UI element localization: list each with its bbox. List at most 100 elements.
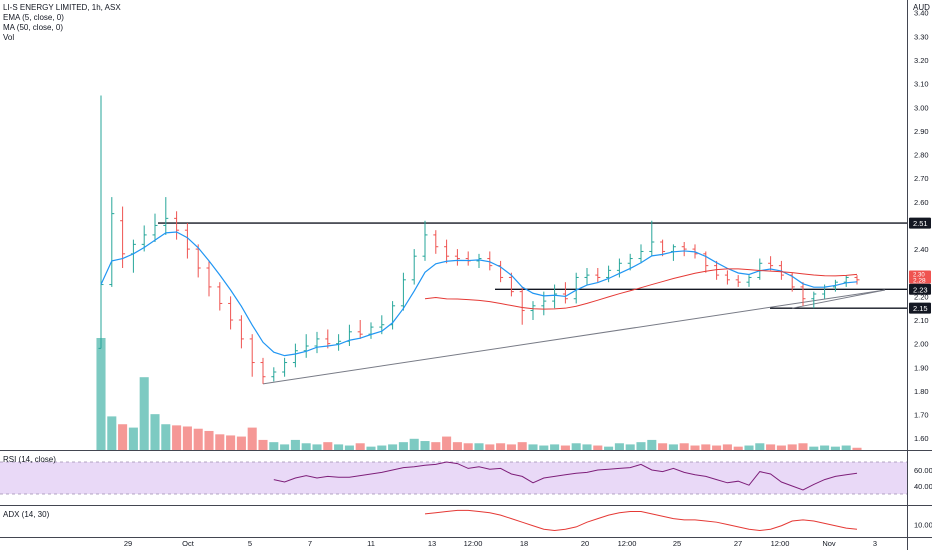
- price-axis-tick: 2.00: [914, 340, 929, 349]
- price-axis-tick: 2.10: [914, 316, 929, 325]
- ohlc-bar: [465, 251, 471, 266]
- ohlc-bar: [357, 320, 363, 339]
- time-axis-tick: 12:00: [618, 539, 637, 548]
- volume-bar: [118, 424, 128, 450]
- level-price-tag: [909, 302, 931, 314]
- volume-bar: [485, 444, 495, 450]
- ma-line: [424, 268, 858, 310]
- trend-line: [262, 289, 886, 385]
- ohlc-bar: [454, 249, 460, 266]
- volume-bar: [366, 446, 376, 450]
- time-axis-tick: 11: [367, 539, 375, 548]
- volume-bar: [776, 445, 786, 450]
- ohlc-bar: [433, 230, 439, 254]
- ohlc-bar: [746, 275, 752, 287]
- price-axis-tick: 2.40: [914, 245, 929, 254]
- ohlc-bar: [649, 220, 655, 257]
- volume-bar: [269, 442, 279, 450]
- volume-bar: [496, 443, 506, 450]
- ohlc-bar: [573, 272, 579, 304]
- volume-bar: [431, 442, 441, 450]
- level-price-tag: [909, 283, 931, 295]
- volume-bar: [107, 416, 117, 450]
- volume-bar: [830, 446, 840, 450]
- ohlc-bar: [260, 357, 266, 384]
- volume-bar: [733, 446, 743, 450]
- time-axis-tick: Oct: [182, 539, 195, 548]
- time-axis-tick: 5: [248, 539, 252, 548]
- volume-bar: [344, 445, 354, 450]
- volume-bar: [150, 414, 160, 450]
- volume-bar: [442, 436, 452, 450]
- volume-bar: [604, 446, 614, 450]
- volume-bar: [323, 442, 333, 450]
- volume-bar: [377, 445, 387, 450]
- price-axis-tick: 3.30: [914, 32, 929, 41]
- ohlc-bar: [627, 253, 633, 271]
- ohlc-bar: [228, 296, 234, 330]
- time-axis-tick: 27: [734, 539, 742, 548]
- time-axis-tick: 13: [428, 539, 436, 548]
- ohlc-bar: [606, 265, 612, 283]
- ohlc-bar: [584, 268, 590, 285]
- price-axis-tick: 1.60: [914, 434, 929, 443]
- volume-bar: [463, 443, 473, 450]
- price-axis-tick: 2.90: [914, 127, 929, 136]
- vol-legend: Vol: [3, 33, 15, 42]
- price-axis-tick: 3.00: [914, 103, 929, 112]
- ohlc-bar: [390, 301, 396, 330]
- ohlc-bar: [314, 331, 320, 354]
- ohlc-bar: [184, 223, 190, 259]
- ohlc-bar: [292, 343, 298, 368]
- price-axis-tick: 3.20: [914, 56, 929, 65]
- time-axis-tick: 25: [673, 539, 681, 548]
- volume-bar: [550, 444, 560, 450]
- ohlc-bar: [616, 258, 622, 278]
- time-axis-tick: 7: [308, 539, 312, 548]
- volume-bar: [712, 445, 722, 450]
- time-axis-tick: 12:00: [771, 539, 790, 548]
- volume-bar: [139, 377, 149, 450]
- volume-bar: [409, 438, 419, 450]
- rsi-line: [273, 461, 858, 491]
- volume-bar: [679, 443, 689, 450]
- ma-legend: MA (50, close, 0): [3, 23, 64, 32]
- volume-bar: [614, 443, 624, 450]
- volume-bar: [593, 445, 603, 450]
- volume-bar: [636, 442, 646, 450]
- volume-bar: [226, 435, 236, 450]
- volume-bar: [755, 443, 765, 450]
- ohlc-bar: [325, 329, 331, 349]
- volume-bar: [398, 442, 408, 450]
- ohlc-bar: [206, 260, 212, 297]
- adx-axis-tick: 10.00: [914, 521, 932, 530]
- ohlc-bar: [724, 270, 730, 285]
- ohlc-bar: [282, 357, 288, 377]
- ohlc-bar: [735, 275, 741, 287]
- ohlc-bar: [336, 334, 342, 351]
- ohlc-bar: [768, 256, 774, 271]
- ohlc-bar: [400, 272, 406, 311]
- time-axis-tick: 29: [124, 539, 132, 548]
- ohlc-bar: [163, 197, 169, 235]
- ohlc-bar: [519, 286, 525, 325]
- volume-bar: [766, 444, 776, 450]
- volume-bar: [539, 445, 549, 450]
- rsi-legend: RSI (14, close): [3, 455, 56, 464]
- ohlc-bar: [703, 251, 709, 273]
- time-axis-tick: Nov: [822, 539, 836, 548]
- volume-bar: [647, 439, 657, 450]
- volume-bar: [744, 445, 754, 450]
- ohlc-bar: [120, 206, 126, 268]
- ohlc-bar: [562, 282, 568, 304]
- ohlc-bar: [174, 211, 180, 240]
- ohlc-bar: [681, 242, 687, 257]
- volume-bar: [193, 428, 203, 450]
- volume-bar: [334, 444, 344, 450]
- volume-bar: [625, 444, 635, 450]
- ohlc-bar: [778, 260, 784, 280]
- ohlc-bar: [638, 244, 644, 264]
- volume-bar: [215, 434, 225, 450]
- last-price-label: 2.28: [913, 277, 926, 284]
